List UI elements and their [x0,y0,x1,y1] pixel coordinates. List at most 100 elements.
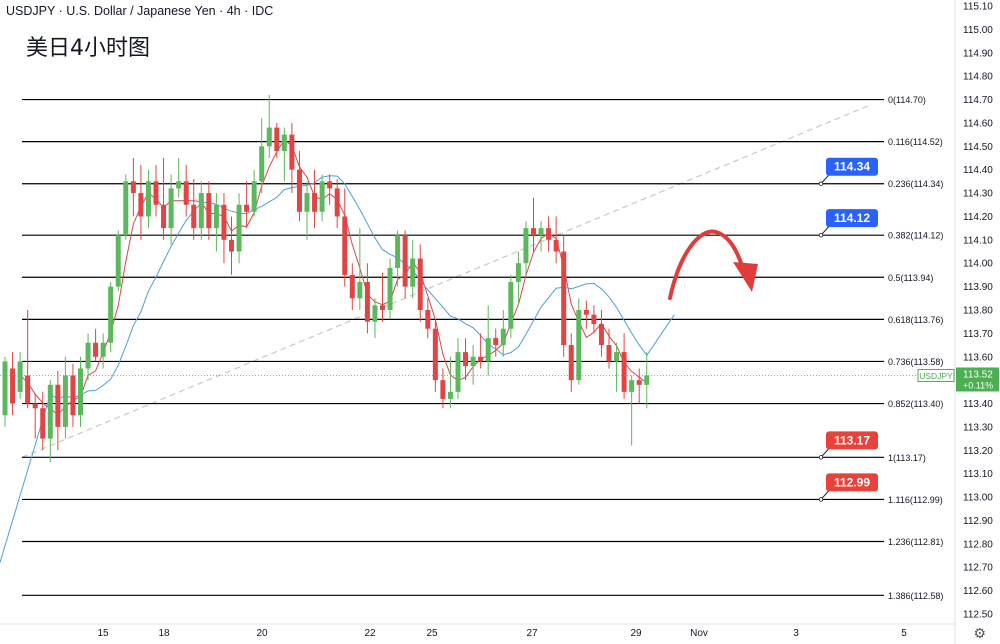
candle-body [78,368,83,416]
y-tick-label: 114.60 [963,118,993,129]
fib-level-label: 0.116(114.52) [888,137,943,147]
candle-body [531,228,536,236]
candle-body [334,188,340,217]
instrument-name: U.S. Dollar / Japanese Yen [66,4,216,18]
y-tick-label: 112.80 [963,539,993,550]
callout-anchor-dot [818,455,824,460]
interval-label[interactable]: 4h [226,4,241,18]
x-tick-label: 29 [630,628,642,639]
candle-body [576,310,582,381]
callout-anchor-dot [818,181,824,186]
candle-body [236,204,242,252]
candle-body [568,345,574,381]
y-tick-label: 113.40 [963,399,993,410]
candle-body [598,324,604,346]
fib-level-label: 0.736(113.58) [888,357,943,367]
candle-body [266,127,272,147]
candle-body [183,181,189,205]
candle-body [440,380,446,399]
candle-body [583,310,589,315]
current-price-badge [956,367,999,392]
y-tick-label: 114.30 [963,189,993,200]
candle-body [25,375,31,404]
trend-line[interactable] [21,103,873,458]
candle-body [395,235,401,268]
candle-body [244,204,250,212]
candle-body [621,352,627,392]
y-tick-label: 113.30 [963,422,993,433]
candle-body [176,181,182,189]
callout-anchor-dot [818,497,824,502]
candle-body [198,193,204,229]
candle-body [221,204,227,240]
candle-body [168,188,174,229]
symbol-badge-label: USDJPY [919,371,953,381]
price-callout-badge [826,431,878,450]
price-callout-badge [826,209,878,228]
price-label-badges[interactable]: 114.34 114.12 113.17 112.99 [818,157,878,502]
y-tick-label: 114.90 [963,48,993,59]
source-label: IDC [251,4,274,18]
candle-body [470,356,476,367]
candle-body [40,408,46,439]
candle-body [455,352,461,392]
candle-body [508,281,514,329]
forecast-arrow[interactable] [668,229,758,300]
y-tick-label: 112.70 [963,563,993,574]
fibonacci-retracement[interactable]: 0(114.70) 0.116(114.52) 0.236(114.34) 0.382… [22,95,943,601]
candle-body [161,204,167,229]
candle-body [229,239,234,252]
candle-body [380,305,385,310]
candle-body [251,181,257,212]
candle-body [153,181,159,205]
candle-body [636,380,642,385]
price-callout-label: 112.99 [834,475,870,489]
candle-body [425,310,431,329]
candle-body [402,235,408,287]
candle-body [553,239,559,252]
chart-annotation-title: 美日4小时图 [26,36,150,61]
y-tick-label: 113.20 [963,446,993,457]
x-tick-label: 27 [526,628,538,639]
symbol-label[interactable]: USDJPY [6,4,56,18]
candle-body [493,338,499,346]
candle-body [32,403,38,409]
candle-body [606,345,612,362]
x-tick-label: 5 [901,628,907,639]
candle-body [274,127,280,151]
candle-body [357,281,363,299]
x-tick-label: 20 [256,628,268,639]
candle-body [206,193,212,229]
y-tick-label: 112.60 [963,586,993,597]
candle-body [85,342,91,369]
y-tick-label: 115.10 [963,2,993,13]
x-tick-label: Nov [690,628,708,639]
candle-body [417,258,423,310]
candle-body [364,281,370,322]
fib-level-label: 1(113.17) [888,453,926,463]
y-tick-label: 114.80 [963,72,993,83]
candle-body [387,267,393,310]
settings-gear-icon[interactable]: ⚙ [973,625,986,641]
x-tick-label: 22 [364,628,376,639]
ma-slow-line [0,175,675,563]
candle-body [629,380,635,392]
candle-body [281,134,287,151]
x-tick-label: 3 [793,628,799,639]
price-callout-label: 113.17 [834,433,870,447]
candles-layer [2,94,650,462]
candle-body [327,181,333,189]
y-tick-label: 114.40 [963,165,993,176]
y-tick-label: 114.50 [963,142,993,153]
y-tick-label: 113.70 [963,329,993,340]
candle-body [130,181,136,194]
y-tick-label: 113.90 [963,282,993,293]
trend-line-path [21,103,873,458]
y-tick-label: 112.50 [963,610,993,621]
candle-body [62,375,68,427]
candle-body [432,328,438,381]
current-price-change: +0.11% [963,380,993,390]
candle-body [319,181,325,212]
